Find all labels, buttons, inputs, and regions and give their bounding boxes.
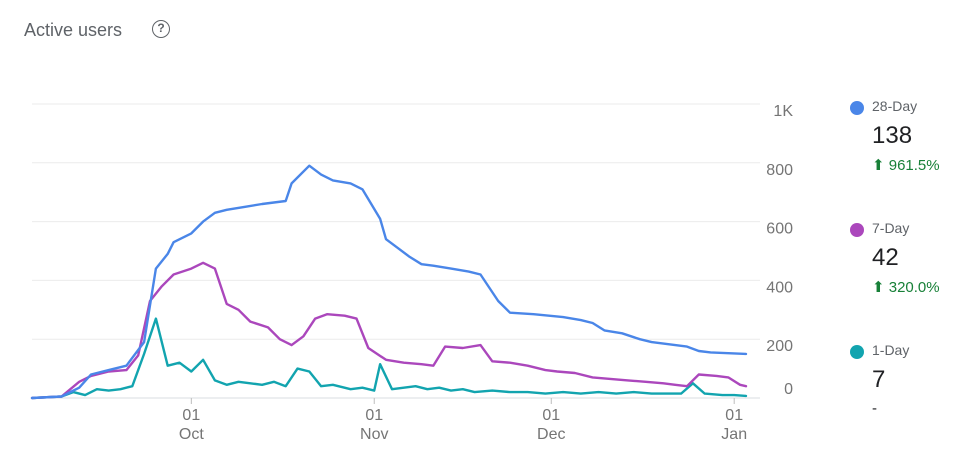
legend-series-change: ⬆ 961.5% bbox=[872, 157, 940, 174]
x-tick-month-label: Oct bbox=[179, 426, 204, 443]
series-line-1-day[interactable] bbox=[30, 317, 748, 400]
x-tick-month-label: Nov bbox=[360, 426, 388, 443]
legend-series-value: 7 bbox=[872, 366, 886, 393]
series-line-7-day[interactable] bbox=[30, 261, 748, 400]
y-tick-label: 200 bbox=[766, 338, 793, 355]
legend-series-change: - bbox=[872, 400, 877, 417]
y-tick-label: 800 bbox=[766, 162, 793, 179]
x-tick-month-label: Dec bbox=[537, 426, 565, 443]
y-tick-label: 1K bbox=[773, 103, 793, 120]
y-tick-label: 0 bbox=[784, 381, 793, 398]
legend-series-value: 138 bbox=[872, 122, 913, 149]
legend-series-name: 1-Day bbox=[872, 342, 910, 358]
x-tick-month-label: Jan bbox=[721, 426, 747, 443]
chart-title: Active users bbox=[24, 20, 123, 40]
y-tick-label: 600 bbox=[766, 221, 793, 238]
legend-dot-28-day bbox=[850, 101, 864, 115]
help-icon[interactable]: ? bbox=[152, 20, 170, 38]
series-line-28-day[interactable] bbox=[30, 164, 748, 400]
legend-series-value: 42 bbox=[872, 244, 899, 271]
x-tick-day-label: 01 bbox=[725, 407, 743, 424]
legend-dot-7-day bbox=[850, 223, 864, 237]
legend-series-name: 28-Day bbox=[872, 98, 918, 114]
x-tick-day-label: 01 bbox=[182, 407, 200, 424]
y-tick-label: 400 bbox=[766, 279, 793, 296]
x-tick-day-label: 01 bbox=[365, 407, 383, 424]
legend-series-change: ⬆ 320.0% bbox=[872, 279, 940, 296]
legend-dot-1-day bbox=[850, 345, 864, 359]
x-tick-day-label: 01 bbox=[542, 407, 560, 424]
legend-series-name: 7-Day bbox=[872, 220, 910, 236]
